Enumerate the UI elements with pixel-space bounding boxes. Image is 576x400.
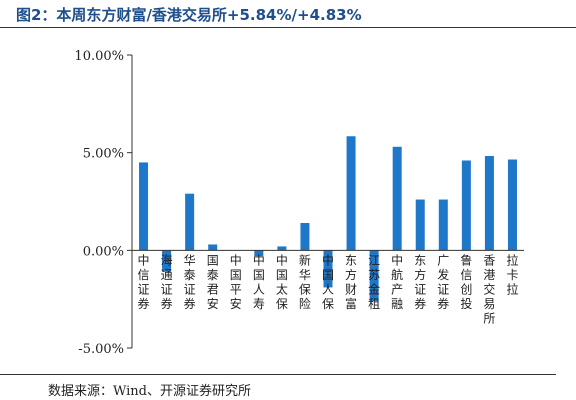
x-tick-label: 中国太保: [276, 252, 288, 311]
x-tick-label: 鲁信创投: [460, 253, 472, 311]
x-tick-label: 中航产融: [391, 252, 403, 311]
x-tick-label: 中国平安: [230, 252, 242, 311]
bar: [369, 250, 379, 302]
bar: [346, 136, 356, 251]
top-rule: [0, 27, 576, 28]
bar: [484, 155, 494, 251]
bar: [277, 246, 287, 251]
x-tick-label: 香港交易所: [483, 253, 495, 325]
bar: [162, 250, 172, 272]
x-tick-label: 华泰证券: [184, 253, 196, 311]
x-tick-label: 中国人保: [322, 252, 334, 311]
figure-title: 图2：本周东方财富/香港交易所+5.84%/+4.83%: [16, 6, 362, 24]
bar: [461, 160, 471, 251]
bar: [438, 199, 448, 251]
x-tick-label: 新华保险: [299, 252, 311, 311]
bar: [392, 146, 402, 251]
bottom-rule: [0, 374, 556, 375]
x-tick-label: 东方财富: [345, 253, 357, 311]
bar: [507, 159, 517, 251]
bar: [208, 244, 218, 251]
y-tick-label: 10.00%: [74, 49, 124, 64]
source-note: 数据来源：Wind、开源证券研究所: [48, 384, 251, 399]
x-tick-label: 中国人寿: [253, 252, 265, 311]
bar: [323, 250, 333, 288]
x-tick-label: 中信证券: [138, 252, 150, 311]
bar: [185, 193, 195, 251]
bar: [300, 222, 310, 251]
x-tick-label: 海通证券: [161, 252, 173, 311]
bar-chart: -5.00%0.00%5.00%10.00%中信证券海通证券华泰证券国泰君安中国…: [74, 49, 524, 357]
bar: [415, 199, 425, 251]
y-tick-label: 5.00%: [83, 147, 124, 162]
x-tick-label: 广发证券: [437, 253, 449, 311]
x-tick-label: 国泰君安: [207, 253, 219, 311]
x-tick-label: 东方证券: [414, 253, 426, 311]
x-tick-label: 拉卡拉: [506, 252, 518, 296]
y-tick-label: 0.00%: [83, 244, 124, 259]
bar: [254, 250, 264, 257]
bar: [139, 162, 149, 251]
x-tick-label: 江苏金租: [368, 253, 380, 311]
y-tick-label: -5.00%: [78, 342, 124, 357]
